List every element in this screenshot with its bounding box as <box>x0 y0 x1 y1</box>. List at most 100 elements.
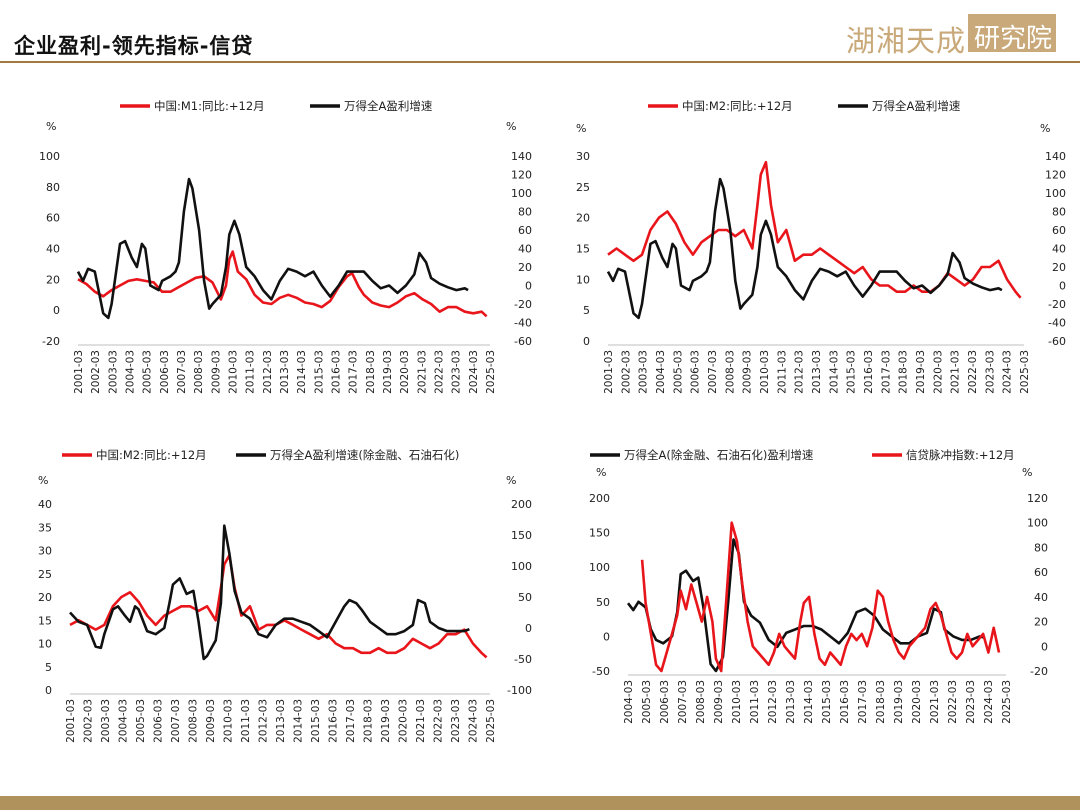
x-axis-tick: 2008-03 <box>193 350 205 394</box>
left-axis-tick: 0 <box>53 304 60 317</box>
right-axis-tick: -20 <box>514 298 532 311</box>
x-axis-tick: 2001-03 <box>603 350 615 394</box>
left-axis-tick: 25 <box>38 568 52 581</box>
brand-name: 湖湘天成 <box>846 24 967 58</box>
x-axis-tick: 2008-03 <box>188 699 200 743</box>
right-axis-tick: 80 <box>1052 206 1066 219</box>
right-axis-tick: -20 <box>1048 298 1066 311</box>
right-axis-tick: 80 <box>518 206 532 219</box>
x-axis-tick: 2025-03 <box>485 350 497 394</box>
x-axis-tick: 2012-03 <box>767 680 779 724</box>
right-axis-tick: 140 <box>511 150 532 163</box>
right-axis-tick: 100 <box>1045 187 1066 200</box>
left-axis-tick: 50 <box>596 596 610 609</box>
x-axis-tick: 2016-03 <box>863 350 875 394</box>
chart-m2-vs-profit: 中国:M2:同比:+12月 万得全A盈利增速% % 0 5 10 15 20 25 30 -60 -4… <box>576 99 1066 394</box>
x-axis-tick: 2003-03 <box>107 350 119 394</box>
left-axis-unit: % <box>576 122 586 135</box>
left-axis-tick: -50 <box>592 665 610 678</box>
x-axis-tick: 2015-03 <box>310 699 322 743</box>
x-axis-tick: 2024-03 <box>468 350 480 394</box>
x-axis-tick: 2023-03 <box>965 680 977 724</box>
right-axis-tick: -40 <box>1048 317 1066 330</box>
x-axis-tick: 2024-03 <box>1002 350 1014 394</box>
left-axis-tick: 35 <box>38 521 52 534</box>
right-axis-tick: 150 <box>511 529 532 542</box>
x-axis-tick: 2005-03 <box>672 350 684 394</box>
x-axis-tick: 2014-03 <box>296 350 308 394</box>
x-axis-tick: 2019-03 <box>893 680 905 724</box>
right-axis-tick: 40 <box>1034 591 1048 604</box>
right-axis-tick: 50 <box>518 591 532 604</box>
x-axis-tick: 2013-03 <box>785 680 797 724</box>
series-line-0 <box>626 538 986 673</box>
x-axis-tick: 2022-03 <box>433 699 445 743</box>
x-axis-tick: 2009-03 <box>210 350 222 394</box>
page-title: 企业盈利-领先指标-信贷 <box>14 34 254 58</box>
x-axis-tick: 2021-03 <box>415 699 427 743</box>
right-axis-tick: 0 <box>525 622 532 635</box>
series-line-0 <box>69 553 488 659</box>
left-axis-tick: 20 <box>576 212 590 225</box>
left-axis-tick: 25 <box>576 181 590 194</box>
chart-m2-vs-profit-ex-fin: 中国:M2:同比:+12月 万得全A盈利增速(除金融、石油石化)% % 0 5 10 15 2… <box>38 448 532 743</box>
x-axis-tick: 2008-03 <box>724 350 736 394</box>
right-axis-tick: 0 <box>1059 280 1066 293</box>
left-axis-tick: 150 <box>589 527 610 540</box>
x-axis-tick: 2010-03 <box>228 350 240 394</box>
x-axis-tick: 2010-03 <box>759 350 771 394</box>
x-axis-tick: 2003-03 <box>100 699 112 743</box>
right-axis-tick: -60 <box>1048 335 1066 348</box>
x-axis-tick: 2020-03 <box>932 350 944 394</box>
left-axis-tick: 60 <box>46 212 60 225</box>
x-axis-tick: 2006-03 <box>159 350 171 394</box>
x-axis-tick: 2016-03 <box>839 680 851 724</box>
x-axis-tick: 2007-03 <box>170 699 182 743</box>
right-axis-tick: 120 <box>511 169 532 182</box>
x-axis-tick: 2003-03 <box>638 350 650 394</box>
legend-label-1: 万得全A盈利增速 <box>872 99 961 113</box>
left-axis-unit: % <box>38 474 48 487</box>
x-axis-tick: 2001-03 <box>65 699 77 743</box>
x-axis-tick: 2021-03 <box>416 350 428 394</box>
right-axis-tick: 120 <box>1027 492 1048 505</box>
legend-label-0: 中国:M2:同比:+12月 <box>682 99 793 113</box>
x-axis-tick: 2007-03 <box>707 350 719 394</box>
x-axis-tick: 2015-03 <box>821 680 833 724</box>
legend-label-1: 万得全A盈利增速(除金融、石油石化) <box>270 448 459 462</box>
x-axis-tick: 2022-03 <box>434 350 446 394</box>
x-axis-tick: 2006-03 <box>659 680 671 724</box>
x-axis-tick: 2005-03 <box>135 699 147 743</box>
x-axis-tick: 2012-03 <box>794 350 806 394</box>
x-axis-tick: 2007-03 <box>677 680 689 724</box>
x-axis-tick: 2012-03 <box>262 350 274 394</box>
left-axis-tick: 20 <box>38 591 52 604</box>
left-axis-tick: 200 <box>589 492 610 505</box>
right-axis-unit: % <box>1040 122 1050 135</box>
left-axis-tick: 20 <box>46 273 60 286</box>
right-axis-unit: % <box>1022 466 1032 479</box>
x-axis-tick: 2020-03 <box>911 680 923 724</box>
right-axis-tick: -20 <box>1030 665 1048 678</box>
x-axis-tick: 2015-03 <box>313 350 325 394</box>
x-axis-tick: 2021-03 <box>929 680 941 724</box>
right-axis-tick: 0 <box>1041 640 1048 653</box>
x-axis-tick: 2023-03 <box>451 350 463 394</box>
x-axis-tick: 2017-03 <box>880 350 892 394</box>
legend-label-1: 信贷脉冲指数:+12月 <box>906 448 1015 462</box>
x-axis-tick: 2019-03 <box>915 350 927 394</box>
x-axis-tick: 2014-03 <box>803 680 815 724</box>
x-axis-tick: 2002-03 <box>90 350 102 394</box>
x-axis-tick: 2006-03 <box>690 350 702 394</box>
x-axis-tick: 2015-03 <box>846 350 858 394</box>
x-axis-tick: 2011-03 <box>776 350 788 394</box>
right-axis-tick: -50 <box>514 653 532 666</box>
brand-badge-text: 研究院 <box>974 24 1053 54</box>
left-axis-tick: 0 <box>603 630 610 643</box>
brand-logo: 湖湘天成 研究院 <box>846 14 1056 58</box>
left-axis-tick: 100 <box>39 150 60 163</box>
x-axis-tick: 2004-03 <box>655 350 667 394</box>
x-axis-tick: 2019-03 <box>380 699 392 743</box>
right-axis-tick: 20 <box>1034 616 1048 629</box>
brand-badge: 研究院 <box>968 14 1056 54</box>
